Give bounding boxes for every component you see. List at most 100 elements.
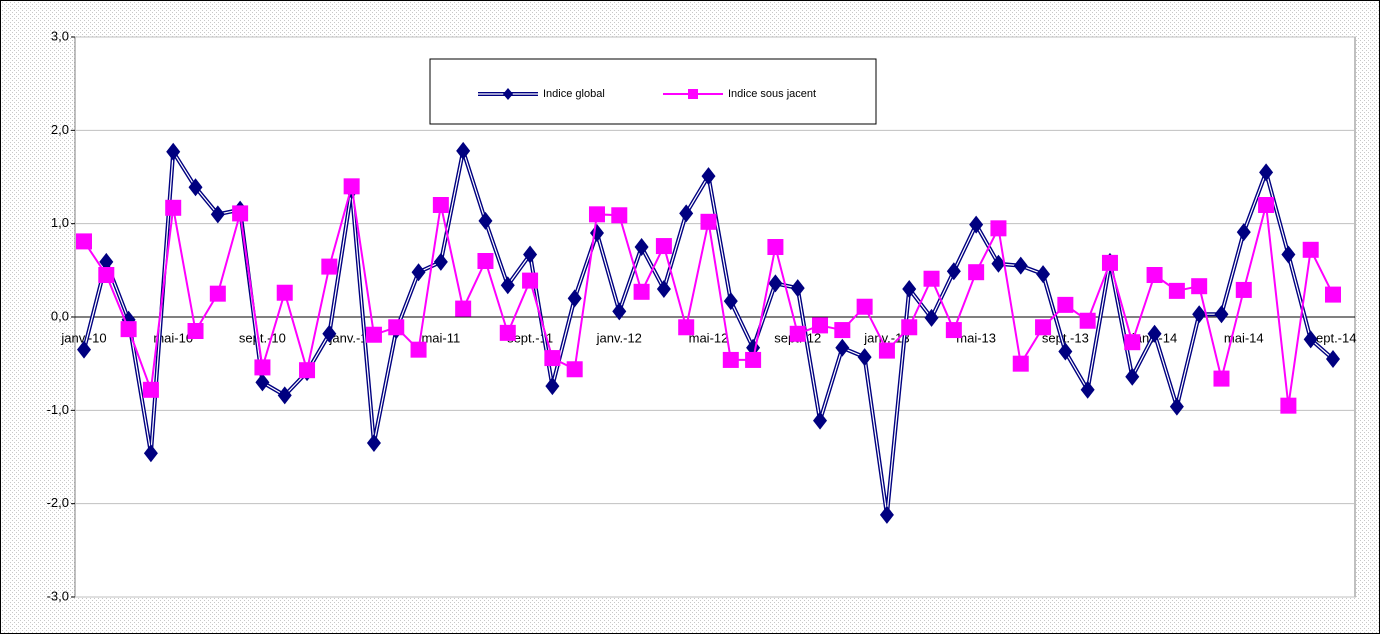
legend-label: Indice global [543,88,605,100]
diamond-marker [1036,265,1051,284]
diamond-marker [1214,305,1229,324]
y-tick-label: -2,0 [47,495,69,510]
legend-box [429,58,877,125]
x-tick-label: janv.-10 [60,330,106,345]
square-marker [968,264,985,281]
square-marker [990,220,1007,237]
square-marker [1146,267,1163,283]
diamond-marker [411,263,426,282]
square-marker [767,239,784,255]
square-marker [678,319,695,336]
diamond-marker [277,386,292,405]
diamond-marker [656,280,671,298]
square-marker [187,323,204,339]
diamond-marker [1326,350,1340,368]
square-marker [901,319,918,336]
square-marker [432,197,449,213]
y-tick-label: 3,0 [51,28,69,43]
square-marker [388,319,405,336]
square-marker [299,362,316,379]
square-marker [700,213,717,230]
diamond-marker [634,238,649,256]
diamond-marker [835,338,850,357]
diamond-marker [902,280,917,298]
y-tick-label: 1,0 [51,215,69,230]
diamond-marker [991,254,1006,273]
diamond-marker [723,292,738,311]
diamond-marker [99,252,114,271]
diamond-marker [813,411,828,430]
diamond-marker [1303,330,1318,349]
diamond-marker [545,377,560,396]
diamond-marker [1259,163,1274,182]
diamond-marker [500,276,515,295]
square-marker [1012,355,1029,372]
diamond-marker [1080,380,1095,399]
square-marker [1280,397,1297,414]
square-marker [499,324,516,341]
diamond-marker [1236,223,1251,242]
square-marker [722,351,739,368]
square-marker [165,199,182,216]
diamond-marker [322,324,337,343]
diamond-marker [768,274,783,293]
y-tick-label: 0,0 [51,308,69,323]
x-tick-label: janv.-12 [596,330,642,345]
square-marker [321,258,338,275]
diamond-marker [1125,367,1140,386]
diamond-marker [1013,256,1028,275]
x-tick-label: sept.-13 [1042,330,1089,345]
square-marker [745,351,762,368]
square-marker [1258,197,1275,213]
square-marker [812,317,829,334]
square-marker [789,325,806,342]
square-marker [76,233,92,250]
diamond-marker [166,142,181,161]
square-marker [1057,296,1074,313]
x-tick-label: mai-14 [1224,330,1264,345]
diamond-marker [679,204,694,223]
diamond-marker [456,141,471,160]
x-tick-label: sept.-14 [1310,330,1357,345]
x-tick-label: mai-12 [689,330,729,345]
square-marker [209,285,226,302]
square-marker [477,253,494,269]
square-marker [588,206,605,223]
square-marker [276,284,293,301]
square-marker [1035,319,1052,336]
diamond-marker [924,308,939,327]
diamond-marker [879,505,894,524]
diamond-marker [366,434,381,452]
square-marker [1124,334,1141,351]
diamond-marker [1147,324,1162,343]
diamond-marker [143,444,158,463]
square-marker [343,178,360,195]
square-marker [232,205,249,222]
square-marker [566,361,583,378]
square-marker [120,321,137,338]
square-marker [1302,241,1319,258]
x-tick-label: mai-10 [153,330,193,345]
square-marker [1191,278,1208,295]
diamond-marker [1281,245,1296,264]
diamond-marker [188,178,203,197]
square-marker [878,342,895,359]
diamond-marker [433,252,448,271]
square-marker [1168,282,1185,299]
square-marker [611,207,628,224]
square-marker [1101,254,1118,271]
diamond-marker [946,262,961,281]
legend-label: Indice sous jacent [728,88,816,100]
x-tick-label: mai-13 [956,330,996,345]
square-marker [410,341,427,358]
diamond-marker [857,348,872,367]
square-marker [455,300,472,317]
diamond-marker [567,289,582,308]
legend-marker [688,89,698,99]
square-marker [365,326,382,343]
square-marker [856,298,873,315]
diamond-marker [77,340,91,359]
diamond-marker [478,211,493,230]
diamond-marker [1058,342,1073,361]
